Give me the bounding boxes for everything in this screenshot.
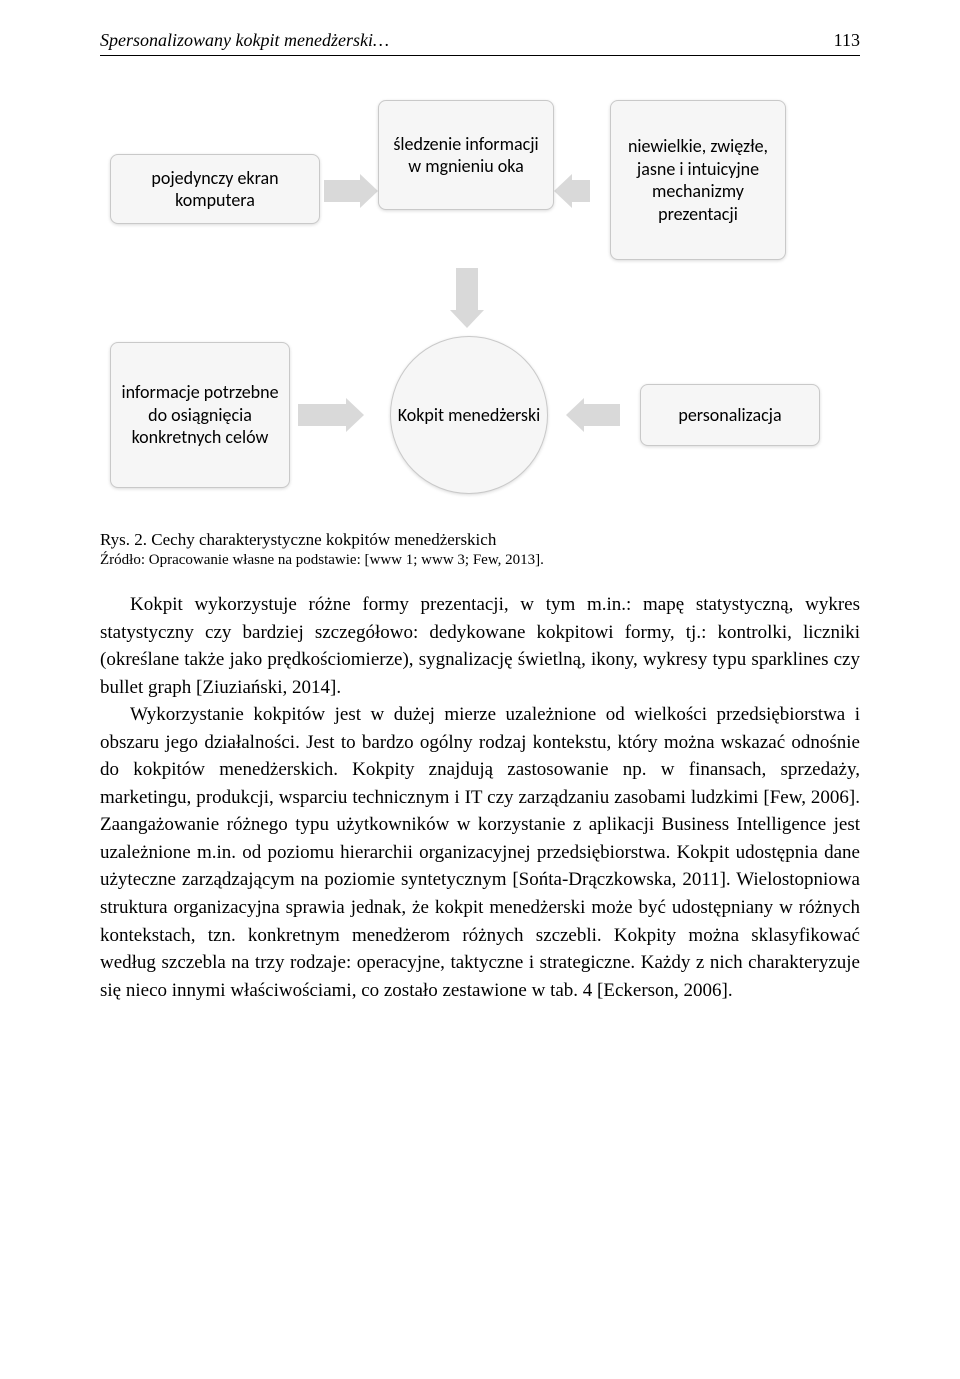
node-personalizacja: personalizacja — [640, 384, 820, 446]
paragraph-1: Kokpit wykorzystuje różne formy prezenta… — [100, 591, 860, 701]
node-label: personalizacja — [678, 404, 781, 427]
figure-source: Źródło: Opracowanie własne na podstawie:… — [100, 552, 860, 569]
body-text: Kokpit wykorzystuje różne formy prezenta… — [100, 591, 860, 1004]
node-label: śledzenie informacji w mgnieniu oka — [387, 133, 545, 178]
node-label: pojedynczy ekran komputera — [119, 167, 311, 212]
figure-caption: Rys. 2. Cechy charakterystyczne kokpitów… — [100, 530, 860, 550]
arrow-sledz-to-center — [456, 268, 478, 310]
diagram-kokpit: pojedynczy ekran komputera śledzenie inf… — [100, 84, 860, 514]
running-title: Spersonalizowany kokpit menedżerski… — [100, 30, 389, 51]
arrow-pers-to-center — [584, 404, 620, 426]
node-center-kokpit: Kokpit menedżerski — [390, 336, 548, 494]
node-label: informacje potrzebne do osiągnięcia konk… — [119, 381, 281, 449]
arrow-mech-to-center — [572, 180, 590, 202]
running-header: Spersonalizowany kokpit menedżerski… 113 — [100, 30, 860, 56]
node-pojedynczy-ekran: pojedynczy ekran komputera — [110, 154, 320, 224]
center-label: Kokpit menedżerski — [398, 404, 541, 427]
arrow-screen-to-center — [324, 180, 360, 202]
paragraph-2: Wykorzystanie kokpitów jest w dużej mier… — [100, 701, 860, 1004]
page-number: 113 — [834, 30, 860, 51]
node-informacje-cel: informacje potrzebne do osiągnięcia konk… — [110, 342, 290, 488]
arrow-info-to-center — [298, 404, 346, 426]
node-sledzenie: śledzenie informacji w mgnieniu oka — [378, 100, 554, 210]
node-mechanizmy: niewielkie, zwięzłe, jasne i intuicyjne … — [610, 100, 786, 260]
node-label: niewielkie, zwięzłe, jasne i intuicyjne … — [619, 135, 777, 225]
